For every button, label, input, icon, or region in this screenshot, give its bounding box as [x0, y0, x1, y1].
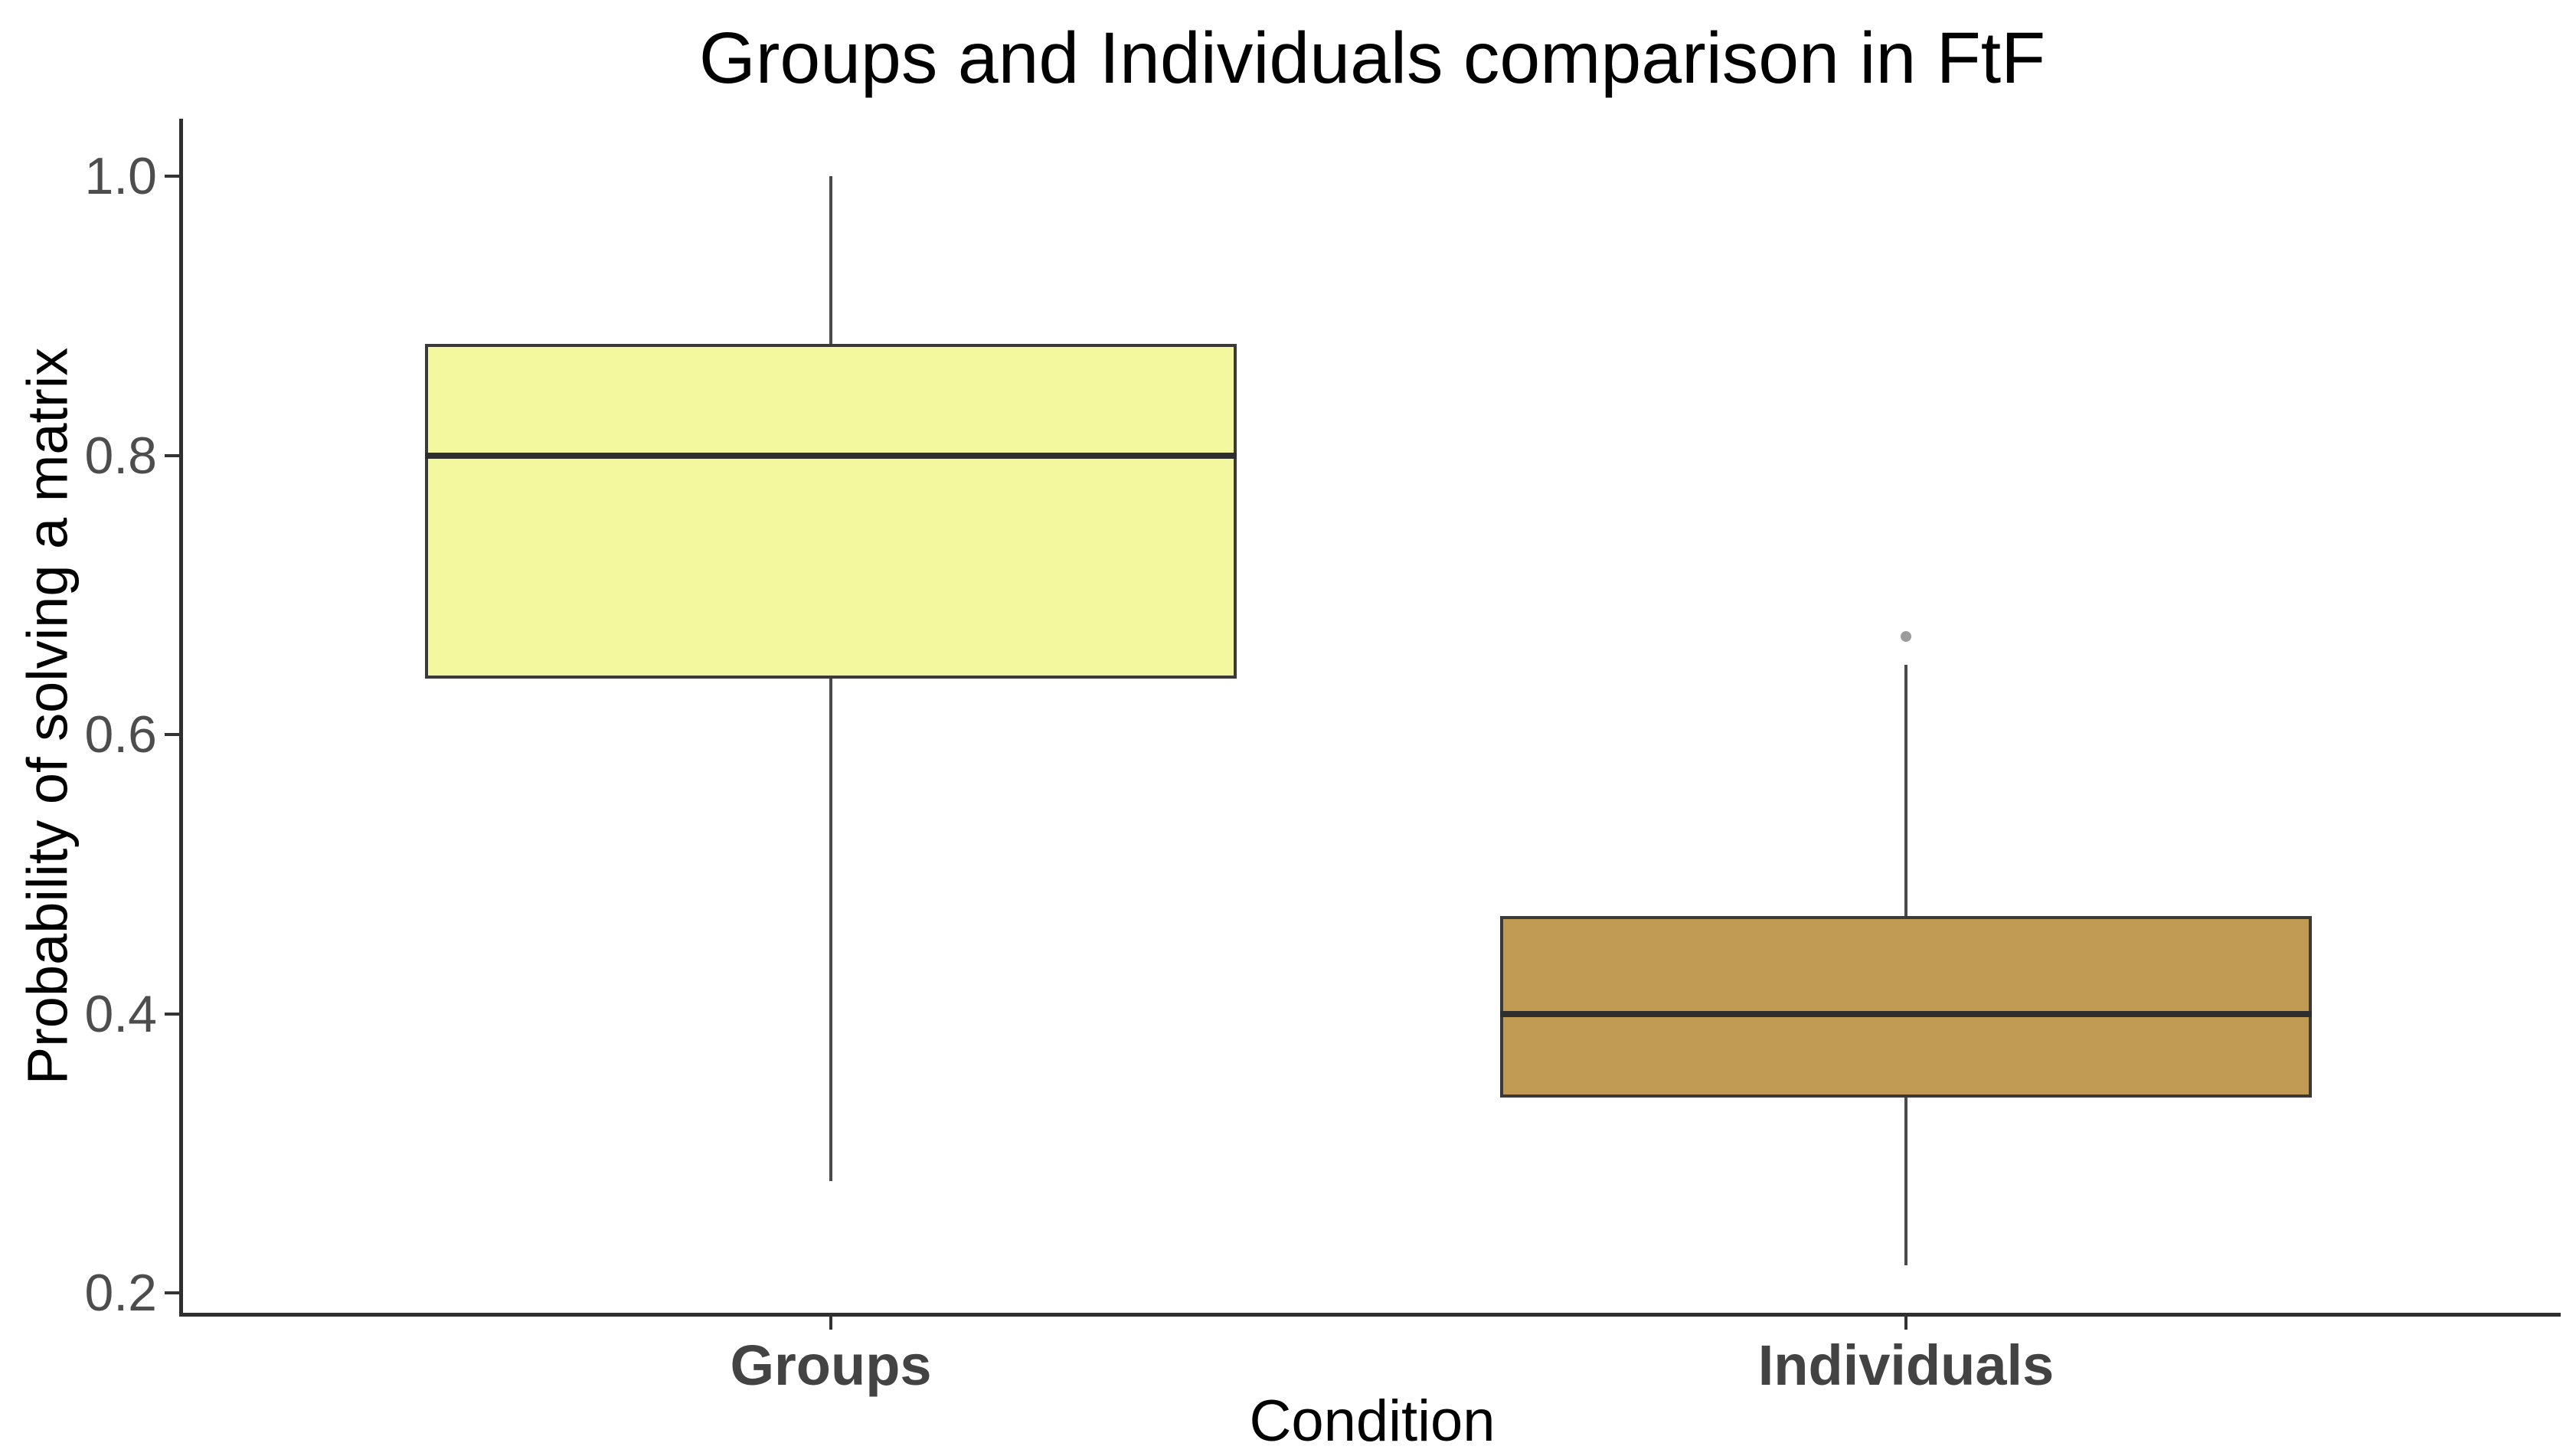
- outlier-point: [1901, 631, 1911, 643]
- x-axis-title: Condition: [1249, 1389, 1496, 1454]
- y-tick-label: 0.4: [84, 984, 157, 1043]
- x-category-label: Groups: [730, 1333, 932, 1397]
- chart-title: Groups and Individuals comparison in FtF: [698, 18, 2046, 99]
- y-tick-mark: [165, 733, 181, 736]
- x-tick-mark: [1904, 1314, 1907, 1330]
- y-tick-mark: [165, 175, 181, 178]
- y-tick-mark: [165, 453, 181, 457]
- median-line: [425, 452, 1237, 459]
- y-tick-mark: [165, 1291, 181, 1294]
- y-tick-mark: [165, 1012, 181, 1016]
- x-axis-line: [179, 1313, 2561, 1317]
- x-category-label: Individuals: [1757, 1333, 2055, 1397]
- y-axis-line: [179, 119, 183, 1316]
- y-tick-label: 0.2: [84, 1264, 157, 1322]
- x-tick-mark: [829, 1314, 832, 1330]
- median-line: [1500, 1010, 2312, 1017]
- y-tick-label: 0.6: [84, 705, 157, 764]
- box-individuals: [1500, 915, 2312, 1098]
- whisker-line: [829, 176, 832, 1182]
- y-tick-label: 0.8: [84, 426, 157, 485]
- box-groups: [425, 343, 1237, 679]
- y-tick-label: 1.0: [84, 147, 157, 205]
